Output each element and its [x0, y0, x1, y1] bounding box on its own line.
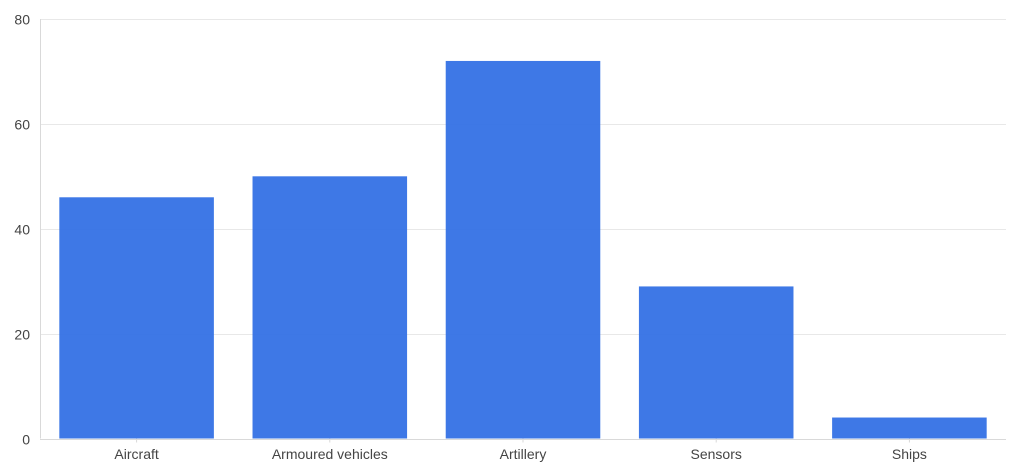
- x-tick-label: Armoured vehicles: [272, 446, 388, 462]
- bar: [252, 176, 408, 439]
- y-tick-label: 80: [14, 12, 30, 28]
- bar-layer: [59, 60, 987, 439]
- y-tick-label: 40: [14, 222, 30, 238]
- x-tick-label: Aircraft: [114, 446, 158, 462]
- x-tick-label: Sensors: [691, 446, 742, 462]
- bar: [832, 417, 987, 439]
- x-tick-label: Ships: [892, 446, 927, 462]
- bar: [638, 286, 794, 439]
- x-tick-label: Artillery: [500, 446, 547, 462]
- y-tick-label: 60: [14, 117, 30, 133]
- bar: [445, 60, 601, 439]
- axis-layer: 0 20 40 60 80 Aircraft Armoured vehicles Artill…: [14, 12, 926, 463]
- y-tick-label: 0: [22, 432, 30, 448]
- y-tick-label: 20: [14, 327, 30, 343]
- bar: [59, 197, 214, 439]
